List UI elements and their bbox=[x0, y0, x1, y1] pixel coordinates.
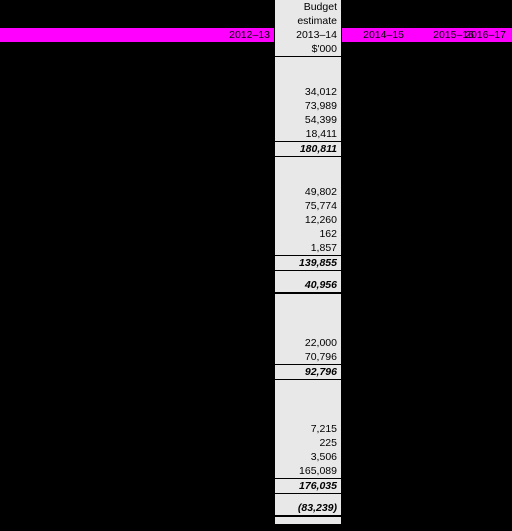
data-cell: 54,399 bbox=[275, 113, 341, 127]
data-cell: 7,215 bbox=[275, 422, 341, 436]
budget-estimate-column: Budget estimate 2013–14 $'000 34,012 73,… bbox=[274, 0, 342, 524]
data-cell: 18,411 bbox=[275, 127, 341, 141]
data-cell: 12,260 bbox=[275, 213, 341, 227]
year-2012-13: 2012–13 bbox=[210, 28, 274, 42]
spacer bbox=[275, 71, 341, 85]
grand-total: (83,239) bbox=[275, 501, 341, 515]
spacer bbox=[275, 156, 341, 171]
data-cell: 70,796 bbox=[275, 350, 341, 364]
spacer bbox=[275, 379, 341, 394]
spacer bbox=[275, 56, 341, 71]
spacer bbox=[275, 515, 341, 524]
year-2014-15: 2014–15 bbox=[344, 28, 408, 42]
header-unit: $'000 bbox=[275, 42, 341, 56]
data-cell: 34,012 bbox=[275, 85, 341, 99]
spacer bbox=[275, 493, 341, 501]
data-cell: 75,774 bbox=[275, 199, 341, 213]
data-cell: 162 bbox=[275, 227, 341, 241]
data-cell: 49,802 bbox=[275, 185, 341, 199]
year-header-row: 2012–13 2014–15 2015–16 2016–17 bbox=[0, 28, 512, 42]
spacer bbox=[275, 270, 341, 278]
data-cell: 3,506 bbox=[275, 450, 341, 464]
section-total: 139,855 bbox=[275, 255, 341, 270]
year-2016-17: 2016–17 bbox=[450, 28, 510, 42]
header-year: 2013–14 bbox=[275, 28, 341, 42]
data-cell: 225 bbox=[275, 436, 341, 450]
spacer bbox=[275, 292, 341, 308]
spacer bbox=[275, 322, 341, 336]
section-total: 176,035 bbox=[275, 478, 341, 493]
header-estimate: estimate bbox=[275, 14, 341, 28]
data-cell: 22,000 bbox=[275, 336, 341, 350]
data-cell: 165,089 bbox=[275, 464, 341, 478]
spacer bbox=[275, 171, 341, 185]
data-cell: 73,989 bbox=[275, 99, 341, 113]
section-total: 180,811 bbox=[275, 141, 341, 156]
spacer bbox=[275, 394, 341, 408]
spacer bbox=[275, 308, 341, 322]
spacer bbox=[275, 408, 341, 422]
section-total: 92,796 bbox=[275, 364, 341, 379]
header-budget: Budget bbox=[275, 0, 341, 14]
data-cell: 1,857 bbox=[275, 241, 341, 255]
net-total: 40,956 bbox=[275, 278, 341, 292]
